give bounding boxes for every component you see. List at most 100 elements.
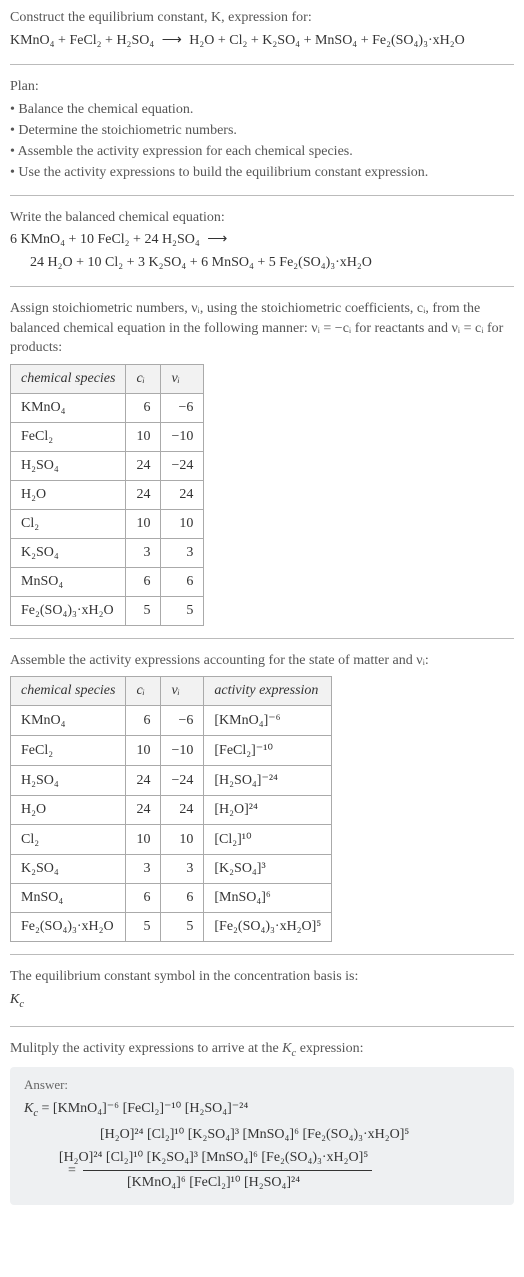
divider	[10, 64, 514, 65]
frac-denominator: [KMnO₄]⁶ [FeCl₂]¹⁰ [H₂SO₄]²⁴	[83, 1171, 372, 1195]
divider	[10, 286, 514, 287]
cell-c: 10	[126, 509, 161, 538]
plan-title: Plan:	[10, 77, 514, 97]
answer-label: Answer:	[24, 1077, 500, 1093]
table-header-row: chemical species cᵢ νᵢ	[11, 364, 204, 393]
arrow-icon: ⟶	[158, 33, 186, 48]
cell-activity: [FeCl₂]⁻¹⁰	[204, 736, 332, 766]
divider	[10, 954, 514, 955]
stoich-table: chemical species cᵢ νᵢ KMnO₄6−6 FeCl₂10−…	[10, 364, 204, 626]
table-header-row: chemical species cᵢ νᵢ activity expressi…	[11, 677, 332, 706]
construct-prompt: Construct the equilibrium constant, K, e…	[10, 8, 514, 28]
cell-c: 10	[126, 825, 161, 855]
divider	[10, 638, 514, 639]
cell-v: 3	[161, 855, 204, 884]
cell-c: 24	[126, 766, 161, 796]
col-vi: νᵢ	[161, 364, 204, 393]
plan-item: Assemble the activity expression for eac…	[10, 141, 514, 162]
cell-species: H₂O	[11, 480, 126, 509]
cell-c: 6	[126, 393, 161, 422]
table-row: FeCl₂10−10[FeCl₂]⁻¹⁰	[11, 736, 332, 766]
activity-table: chemical species cᵢ νᵢ activity expressi…	[10, 676, 332, 942]
balanced-title: Write the balanced chemical equation:	[10, 208, 514, 228]
cell-v: −24	[161, 451, 204, 480]
col-ci: cᵢ	[126, 677, 161, 706]
kc-symbol: Kc	[10, 989, 514, 1014]
cell-species: MnSO₄	[11, 567, 126, 596]
kc-fraction: [H₂O]²⁴ [Cl₂]¹⁰ [K₂SO₄]³ [MnSO₄]⁶ [Fe₂(S…	[83, 1146, 372, 1195]
cell-species: K₂SO₄	[11, 538, 126, 567]
cell-species: KMnO₄	[11, 393, 126, 422]
table-row: KMnO₄6−6[KMnO₄]⁻⁶	[11, 706, 332, 736]
cell-c: 3	[126, 855, 161, 884]
eq-rhs: H₂O + Cl₂ + K₂SO₄ + MnSO₄ + Fe₂(SO₄)₃·xH…	[189, 33, 464, 48]
col-ci: cᵢ	[126, 364, 161, 393]
table-row: Cl₂1010[Cl₂]¹⁰	[11, 825, 332, 855]
cell-v: 5	[161, 596, 204, 625]
cell-v: 10	[161, 509, 204, 538]
stoich-intro: Assign stoichiometric numbers, νᵢ, using…	[10, 299, 514, 358]
col-species: chemical species	[11, 364, 126, 393]
stoich-section: Assign stoichiometric numbers, νᵢ, using…	[10, 299, 514, 626]
symbol-section: The equilibrium constant symbol in the c…	[10, 967, 514, 1013]
cell-species: KMnO₄	[11, 706, 126, 736]
cell-species: H₂O	[11, 796, 126, 825]
cell-species: Cl₂	[11, 509, 126, 538]
balanced-rhs: 24 H₂O + 10 Cl₂ + 3 K₂SO₄ + 6 MnSO₄ + 5 …	[10, 252, 372, 274]
cell-c: 24	[126, 796, 161, 825]
table-row: Fe₂(SO₄)₃·xH₂O55	[11, 596, 204, 625]
cell-c: 6	[126, 884, 161, 913]
frac-numerator: [H₂O]²⁴ [Cl₂]¹⁰ [K₂SO₄]³ [MnSO₄]⁶ [Fe₂(S…	[83, 1146, 372, 1171]
cell-activity: [Fe₂(SO₄)₃·xH₂O]⁵	[204, 913, 332, 942]
activity-section: Assemble the activity expressions accoun…	[10, 651, 514, 943]
cell-v: 5	[161, 913, 204, 942]
cell-activity: [KMnO₄]⁻⁶	[204, 706, 332, 736]
cell-species: H₂SO₄	[11, 451, 126, 480]
cell-c: 5	[126, 913, 161, 942]
cell-c: 6	[126, 567, 161, 596]
cell-c: 5	[126, 596, 161, 625]
plan-item: Balance the chemical equation.	[10, 99, 514, 120]
cell-v: −10	[161, 422, 204, 451]
activity-intro: Assemble the activity expressions accoun…	[10, 651, 514, 671]
symbol-text: The equilibrium constant symbol in the c…	[10, 967, 514, 987]
cell-v: 6	[161, 884, 204, 913]
col-activity: activity expression	[204, 677, 332, 706]
cell-species: Fe₂(SO₄)₃·xH₂O	[11, 913, 126, 942]
table-row: H₂SO₄24−24[H₂SO₄]⁻²⁴	[11, 766, 332, 796]
arrow-icon: ⟶	[203, 232, 231, 247]
cell-v: −6	[161, 706, 204, 736]
cell-species: K₂SO₄	[11, 855, 126, 884]
unbalanced-equation: KMnO₄ + FeCl₂ + H₂SO₄ ⟶ H₂O + Cl₂ + K₂SO…	[10, 30, 514, 52]
cell-c: 10	[126, 736, 161, 766]
cell-v: 24	[161, 796, 204, 825]
cell-v: −6	[161, 393, 204, 422]
cell-v: −24	[161, 766, 204, 796]
balanced-lhs: 6 KMnO₄ + 10 FeCl₂ + 24 H₂SO₄	[10, 232, 200, 247]
plan-item: Determine the stoichiometric numbers.	[10, 120, 514, 141]
table-row: MnSO₄66	[11, 567, 204, 596]
col-vi: νᵢ	[161, 677, 204, 706]
cell-v: −10	[161, 736, 204, 766]
cell-species: H₂SO₄	[11, 766, 126, 796]
divider	[10, 1026, 514, 1027]
cell-activity: [K₂SO₄]³	[204, 855, 332, 884]
table-row: Fe₂(SO₄)₃·xH₂O55[Fe₂(SO₄)₃·xH₂O]⁵	[11, 913, 332, 942]
cell-activity: [Cl₂]¹⁰	[204, 825, 332, 855]
cell-v: 3	[161, 538, 204, 567]
table-row: Cl₂1010	[11, 509, 204, 538]
cell-species: Fe₂(SO₄)₃·xH₂O	[11, 596, 126, 625]
multiply-section: Mulitply the activity expressions to arr…	[10, 1039, 514, 1061]
table-row: H₂O2424[H₂O]²⁴	[11, 796, 332, 825]
table-row: H₂O2424	[11, 480, 204, 509]
cell-activity: [H₂SO₄]⁻²⁴	[204, 766, 332, 796]
balanced-equation: 6 KMnO₄ + 10 FeCl₂ + 24 H₂SO₄ ⟶ 24 H₂O +…	[10, 229, 514, 274]
answer-box: Answer: Kc = [KMnO₄]⁻⁶ [FeCl₂]⁻¹⁰ [H₂SO₄…	[10, 1067, 514, 1205]
cell-species: MnSO₄	[11, 884, 126, 913]
cell-c: 3	[126, 538, 161, 567]
table-row: K₂SO₄33[K₂SO₄]³	[11, 855, 332, 884]
eq-lhs: KMnO₄ + FeCl₂ + H₂SO₄	[10, 33, 154, 48]
cell-v: 10	[161, 825, 204, 855]
plan-section: Plan: Balance the chemical equation. Det…	[10, 77, 514, 183]
cell-c: 6	[126, 706, 161, 736]
